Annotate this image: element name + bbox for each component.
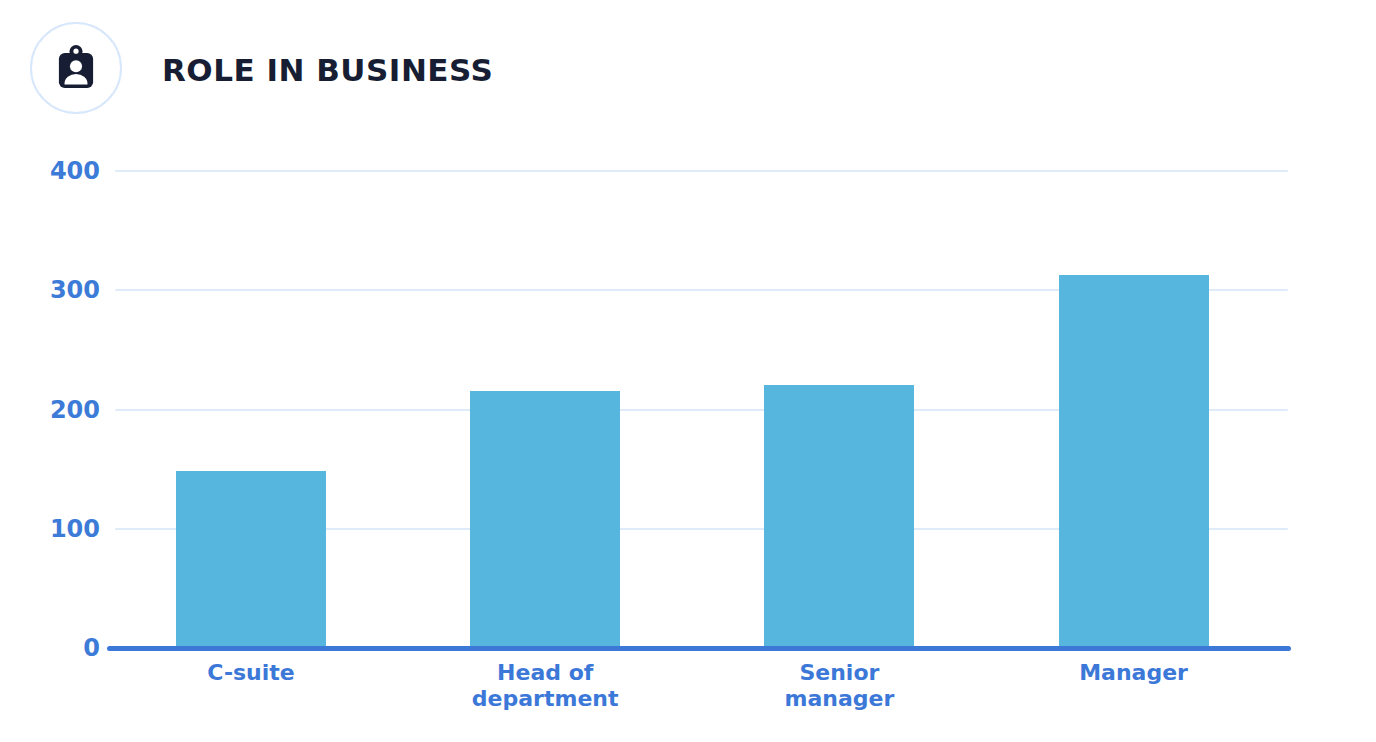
y-tick-label: 300 <box>30 278 100 302</box>
bar <box>470 391 620 647</box>
chart-card: ROLE IN BUSINESS 0100200300400C-suiteHea… <box>0 0 1376 742</box>
x-category-label: Head ofdepartment <box>450 660 640 712</box>
gridline <box>115 170 1288 172</box>
x-category-label: Seniormanager <box>744 660 934 712</box>
y-tick-label: 0 <box>30 636 100 660</box>
x-category-label: Manager <box>1039 660 1229 686</box>
bar <box>176 471 326 647</box>
bar <box>764 385 914 647</box>
bar-chart: 0 100 200 300 400 C-suite Head ofdepartment Sen… <box>0 0 1376 742</box>
y-tick-label: 200 <box>30 398 100 422</box>
x-category-label: C-suite <box>156 660 346 686</box>
y-tick-label: 100 <box>30 517 100 541</box>
y-tick-label: 400 <box>30 159 100 183</box>
bar <box>1059 275 1209 647</box>
x-axis-line <box>107 646 1291 651</box>
